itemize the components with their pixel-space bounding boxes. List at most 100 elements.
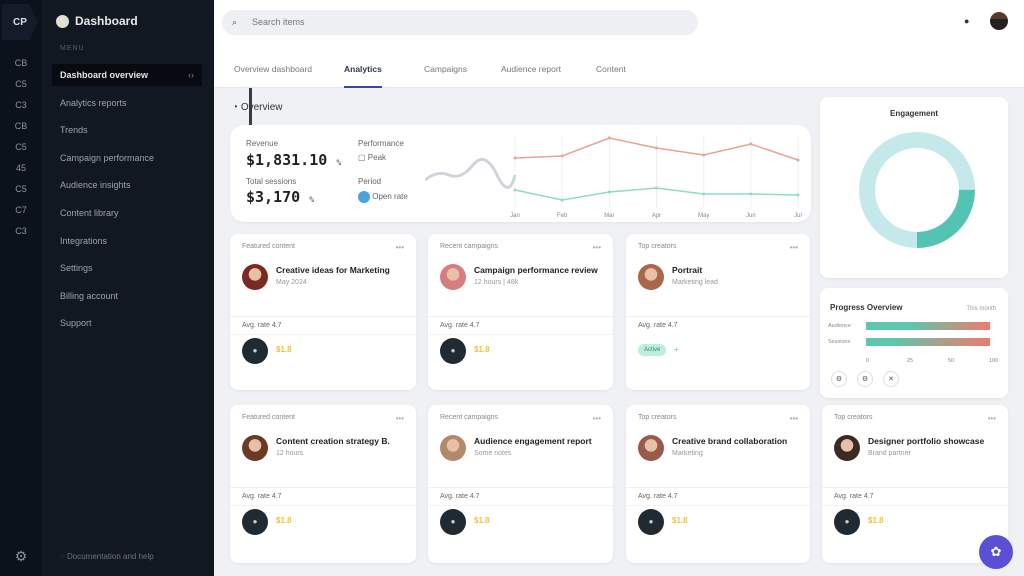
avatar	[242, 435, 268, 461]
notification-icon[interactable]: ●	[964, 16, 970, 26]
content-card[interactable]: Top creators ••• Creative brand collaborat…	[626, 405, 810, 563]
bar-tick-label: 50	[948, 358, 955, 364]
sidebar-item[interactable]: Analytics reports	[52, 92, 202, 114]
bar-tick-label: 25	[907, 358, 914, 364]
sidebar-item[interactable]: Integrations	[52, 230, 202, 252]
sidebar-item-label: Dashboard overview	[60, 70, 149, 80]
settings-icon[interactable]: ⚙	[857, 371, 873, 387]
sidebar-item[interactable]: Dashboard overview ‹›	[52, 64, 202, 86]
tab[interactable]: Content	[596, 64, 626, 74]
sidebar-item[interactable]: Settings	[52, 257, 202, 279]
help-icon[interactable]: C7	[15, 205, 27, 215]
donut-chart	[859, 132, 975, 248]
data-point	[513, 188, 517, 192]
sidebar-item-label: Billing account	[60, 290, 119, 301]
sidebar-item-label: Audience insights	[60, 180, 131, 191]
more-icon[interactable]: •••	[395, 414, 404, 423]
fab-add-button[interactable]: ✿	[979, 535, 1013, 569]
card-subtitle: 12 hours	[276, 450, 304, 457]
sidebar-item[interactable]: Trends	[52, 119, 202, 141]
content-card[interactable]: Top creators ••• Portrait Marketing lead Avg…	[626, 234, 810, 390]
bar-label: Sessions	[828, 339, 851, 345]
data-point	[655, 146, 658, 150]
data-point	[655, 186, 658, 190]
play-icon[interactable]: ●	[440, 509, 466, 535]
tag-icon[interactable]: 45	[15, 163, 26, 173]
divider	[428, 334, 613, 335]
progress-title: Progress Overview	[830, 303, 903, 312]
more-icon[interactable]: •••	[592, 243, 601, 252]
sidebar-item[interactable]: Audience insights	[52, 174, 202, 196]
more-icon[interactable]: •••	[789, 414, 798, 423]
stat1-unit: %	[336, 158, 342, 167]
content-card[interactable]: Featured content ••• Content creation stra…	[230, 405, 416, 563]
card-title[interactable]: Audience engagement report	[474, 436, 592, 446]
content-card[interactable]: Recent campaigns ••• Audience engagement r…	[428, 405, 613, 563]
card-title[interactable]: Portrait	[672, 265, 703, 275]
chart-icon[interactable]: C5	[15, 79, 27, 89]
app-logo[interactable]: CP	[2, 4, 38, 40]
sidebar-item[interactable]: Billing account	[52, 285, 202, 307]
icon-rail: CP CB C5 C3 CB C5 45 C5 C7 C3 ⚙	[0, 0, 42, 576]
donut-slice-primary	[859, 132, 975, 248]
sidebar-scrollbar[interactable]	[249, 48, 252, 168]
menu-icon[interactable]: C3	[15, 226, 27, 236]
tab[interactable]: Audience report	[501, 64, 562, 74]
content-card[interactable]: Recent campaigns ••• Campaign performance …	[428, 234, 613, 390]
status-badge: Active	[638, 344, 667, 356]
tab[interactable]: Campaigns	[424, 64, 467, 74]
card-title[interactable]: Creative brand collaboration	[672, 436, 788, 446]
avatar	[638, 264, 664, 290]
play-icon[interactable]: ●	[834, 509, 860, 535]
users-icon[interactable]: C3	[15, 100, 27, 110]
tab[interactable]: Analytics	[344, 64, 382, 88]
card-title[interactable]: Designer portfolio showcase	[868, 436, 985, 446]
card-meta: Avg. rate 4.7	[242, 493, 282, 500]
box-icon[interactable]: CB	[14, 121, 28, 131]
brand[interactable]: Dashboard	[56, 14, 138, 28]
card-title[interactable]: Content creation strategy B.	[276, 436, 390, 446]
close-icon[interactable]: ✕	[883, 371, 899, 387]
footer-label: Documentation and help	[66, 552, 154, 561]
play-icon[interactable]: ●	[638, 509, 664, 535]
more-icon[interactable]: •••	[592, 414, 601, 423]
tab-bar: Overview dashboard Analytics Campaigns Audi…	[214, 50, 1024, 88]
tab[interactable]: Overview dashboard	[234, 64, 312, 74]
data-point	[796, 158, 800, 162]
x-tick-label: Jan	[510, 213, 520, 219]
content-card[interactable]: Featured content ••• Creative ideas for Ma…	[230, 234, 416, 390]
data-point	[796, 193, 800, 197]
card-meta: Avg. rate 4.7	[638, 493, 678, 500]
legend1-sub: Peak	[367, 153, 387, 162]
play-icon[interactable]: ●	[242, 338, 268, 364]
more-icon[interactable]: •••	[395, 243, 404, 252]
divider	[230, 334, 416, 335]
filter-icon[interactable]: ⚙	[831, 371, 847, 387]
data-point	[702, 153, 706, 157]
layers-icon[interactable]: C5	[15, 142, 27, 152]
grid-icon[interactable]: CB	[14, 58, 28, 68]
stat2-unit: %	[309, 195, 315, 204]
user-avatar[interactable]	[990, 12, 1008, 30]
divider	[428, 316, 613, 317]
play-icon[interactable]: ●	[440, 338, 466, 364]
sidebar-item[interactable]: Support	[52, 312, 202, 334]
search-placeholder: Search items	[252, 17, 305, 27]
card-title[interactable]: Creative ideas for Marketing	[276, 265, 390, 275]
settings-icon[interactable]: ⚙	[14, 548, 28, 564]
more-icon[interactable]: •••	[789, 243, 798, 252]
sidebar-item[interactable]: Content library	[52, 202, 202, 224]
sidebar-item-label: Trends	[60, 125, 88, 136]
sidebar-item[interactable]: Campaign performance	[52, 147, 202, 169]
play-icon[interactable]: ●	[242, 509, 268, 535]
divider	[626, 487, 810, 488]
more-icon[interactable]: •••	[987, 414, 996, 423]
sidebar-item-label: Analytics reports	[60, 97, 127, 108]
card-title[interactable]: Campaign performance review	[474, 265, 598, 275]
settings-icon[interactable]: C5	[15, 184, 27, 194]
search-input[interactable]: ⌕ Search items	[222, 10, 698, 35]
sidebar-footer[interactable]: ◌ Documentation and help	[60, 552, 154, 561]
x-tick-label: Feb	[557, 213, 568, 219]
card-value: $1.8	[276, 516, 292, 525]
content-card[interactable]: Top creators ••• Designer portfolio showca…	[822, 405, 1008, 563]
